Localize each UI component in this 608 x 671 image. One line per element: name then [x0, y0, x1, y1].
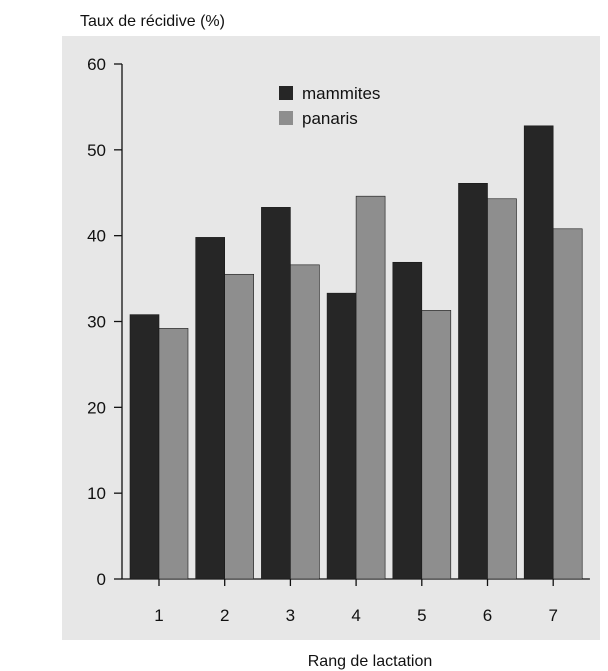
bar-panaris-3: [290, 264, 320, 580]
y-tick-label: 20: [87, 398, 106, 417]
legend-swatch-panaris: [279, 111, 293, 125]
x-tick-label: 3: [286, 606, 295, 625]
bar-panaris-7: [552, 228, 583, 580]
x-tick-label: 4: [351, 606, 360, 625]
bar-mammites-3: [261, 207, 291, 580]
bar-mammites-4: [326, 292, 357, 580]
y-tick-label: 50: [87, 141, 106, 160]
x-tick-label: 2: [220, 606, 229, 625]
x-tick-label: 1: [154, 606, 163, 625]
bar-panaris-6: [487, 198, 517, 580]
y-tick-label: 60: [87, 55, 106, 74]
legend-swatch-mammites: [279, 86, 293, 100]
x-tick-label: 5: [417, 606, 426, 625]
y-axis-title: Taux de récidive (%): [80, 13, 225, 30]
x-tick-label: 6: [483, 606, 492, 625]
bar-mammites-7: [523, 125, 554, 580]
bar-mammites-2: [195, 237, 225, 580]
plot-area: 0 10 20 30 40 50 60 1 2 3 4 5 6 7: [87, 55, 590, 625]
bar-panaris-1: [158, 328, 189, 580]
y-tick-label: 30: [87, 313, 106, 332]
bar-panaris-5: [421, 310, 452, 580]
bar-mammites-6: [458, 183, 488, 580]
y-tick-label: 40: [87, 227, 106, 246]
legend: mammites panaris: [279, 84, 380, 128]
bar-panaris-2: [224, 273, 254, 580]
y-tick-label: 0: [97, 570, 106, 589]
bar-panaris-4: [355, 195, 386, 580]
legend-label-panaris: panaris: [302, 109, 358, 128]
x-tick-label: 7: [548, 606, 557, 625]
x-axis-title: Rang de lactation: [308, 653, 433, 670]
bar-mammites-5: [392, 261, 423, 580]
bar-mammites-1: [129, 314, 160, 580]
y-tick-label: 10: [87, 484, 106, 503]
legend-label-mammites: mammites: [302, 84, 380, 103]
